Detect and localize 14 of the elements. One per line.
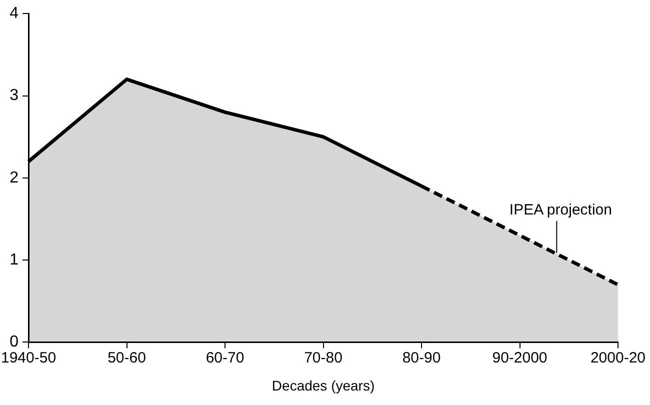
annotation: IPEA projection: [509, 202, 612, 219]
y-tick-label: 0: [10, 334, 19, 351]
y-tick-label: 4: [10, 5, 19, 22]
x-tick-label: 2000-20: [590, 349, 646, 366]
x-tick-label: 70-80: [304, 349, 342, 366]
x-tick-label: 1940-50: [0, 349, 56, 366]
y-tick-label: 3: [10, 87, 19, 104]
x-axis-title: Decades (years): [272, 377, 375, 394]
y-tick-label: 1: [10, 251, 19, 268]
x-tick-label: 80-90: [402, 349, 441, 366]
x-tick-label: 90-2000: [492, 349, 548, 366]
x-tick-label: 50-60: [108, 349, 146, 366]
y-tick-label: 2: [10, 169, 19, 186]
x-tick-label: 60-70: [206, 349, 244, 366]
